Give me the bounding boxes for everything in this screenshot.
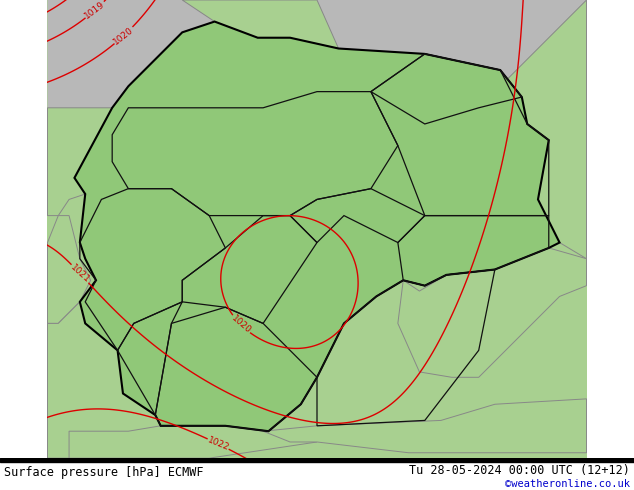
Polygon shape (48, 108, 139, 216)
Polygon shape (263, 0, 586, 108)
Polygon shape (48, 0, 263, 189)
Text: 1019: 1019 (83, 0, 107, 21)
Polygon shape (74, 22, 560, 431)
Text: Tu 28-05-2024 00:00 UTC (12+12): Tu 28-05-2024 00:00 UTC (12+12) (409, 464, 630, 477)
Text: 1022: 1022 (206, 436, 230, 452)
Polygon shape (263, 399, 586, 453)
Text: 1023: 1023 (165, 471, 190, 486)
Text: ©weatheronline.co.uk: ©weatheronline.co.uk (505, 479, 630, 489)
Text: 1020: 1020 (230, 314, 252, 336)
Polygon shape (398, 248, 586, 377)
Text: Surface pressure [hPa] ECMWF: Surface pressure [hPa] ECMWF (4, 466, 204, 479)
Text: 1021: 1021 (68, 263, 91, 285)
Polygon shape (506, 0, 586, 259)
Text: 1020: 1020 (112, 25, 136, 46)
Polygon shape (182, 0, 339, 49)
Polygon shape (69, 426, 317, 458)
Polygon shape (48, 216, 91, 323)
Polygon shape (48, 302, 193, 458)
Bar (0, 458, 634, 462)
